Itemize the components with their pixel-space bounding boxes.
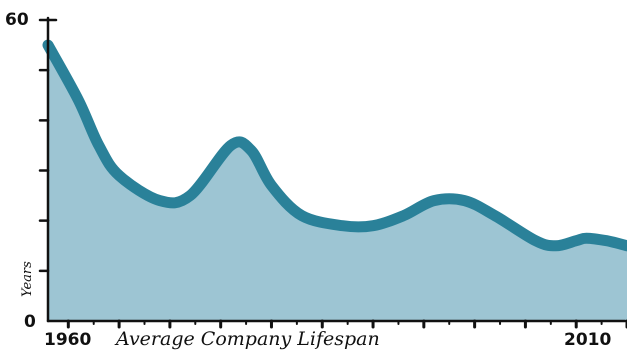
x-tick-label-end: 2010: [564, 330, 611, 350]
x-axis-title: Average Company Lifespan: [114, 328, 380, 350]
y-axis-ticks: [38, 18, 58, 273]
area-fill: [48, 45, 627, 321]
y-tick-label-bottom: 0: [24, 312, 36, 332]
y-tick-label-top: 60: [5, 10, 29, 30]
x-tick-label-start: 1960: [44, 330, 91, 350]
series-line: [42, 39, 627, 252]
x-axis-ticks: [66, 319, 627, 329]
y-axis-title: Years: [20, 261, 35, 297]
